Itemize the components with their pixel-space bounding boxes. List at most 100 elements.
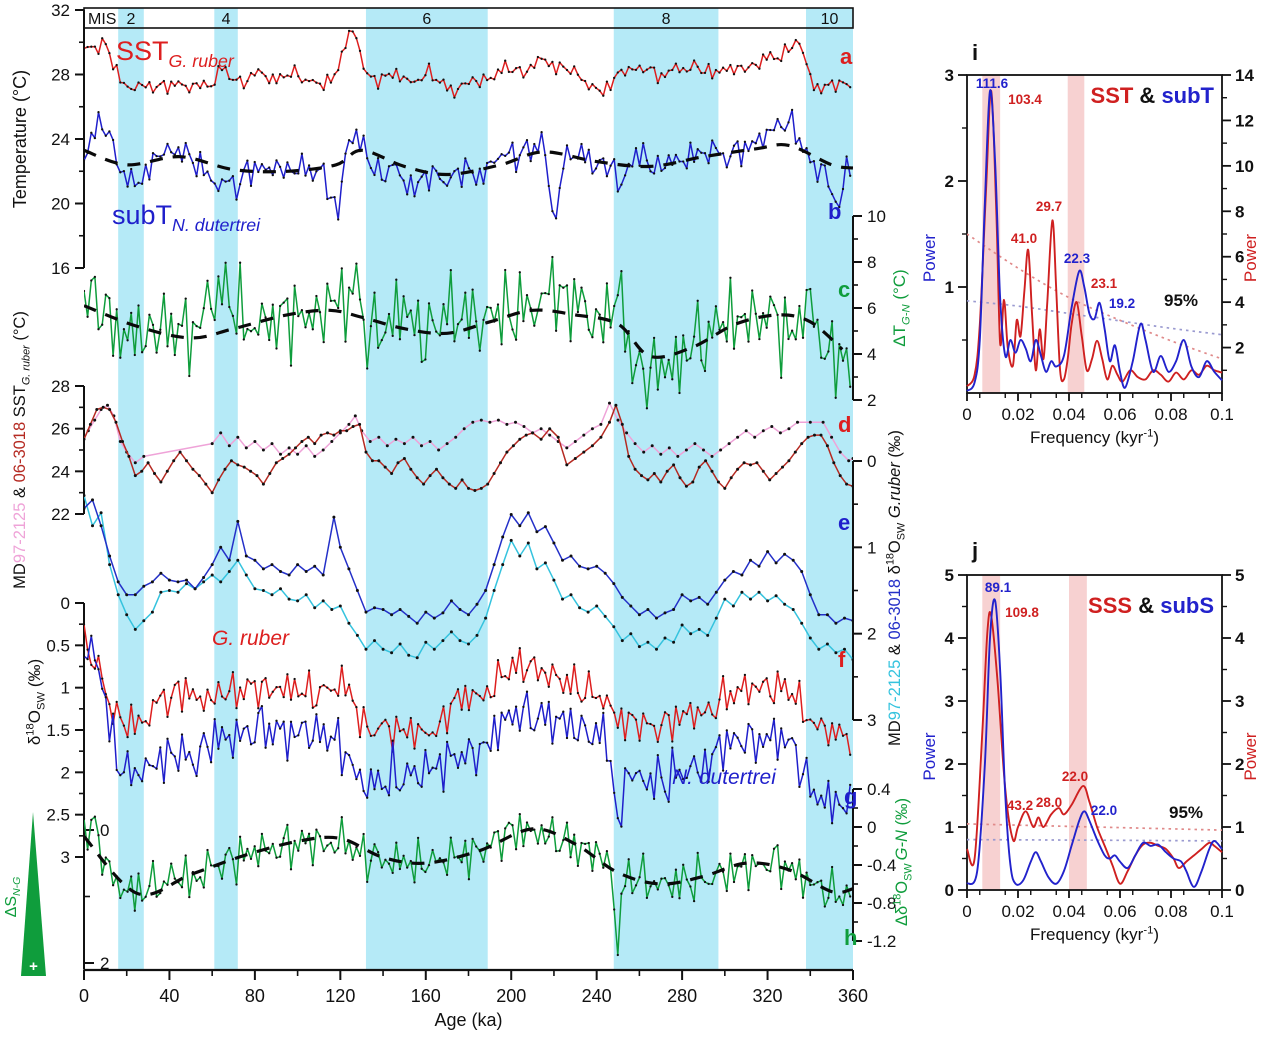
data-point: [347, 286, 351, 289]
data-point: [796, 420, 799, 424]
data-point: [616, 294, 619, 297]
data-point: [529, 63, 532, 67]
data-point: [130, 311, 133, 315]
data-point: [213, 717, 216, 721]
data-point: [813, 433, 816, 437]
data-point: [398, 174, 402, 177]
data-point: [209, 698, 213, 702]
data-point: [93, 667, 97, 670]
data-point: [558, 677, 561, 681]
data-point: [304, 842, 307, 845]
data-point: [812, 788, 816, 791]
data-point: [689, 632, 693, 636]
data-point: [195, 879, 198, 883]
data-point: [206, 279, 209, 282]
data-point: [594, 722, 598, 725]
data-point: [293, 839, 296, 843]
data-point: [289, 75, 293, 78]
data-point: [384, 785, 387, 788]
data-point: [427, 302, 431, 305]
data-point: [304, 695, 307, 698]
data-point: [428, 440, 432, 443]
data-point: [438, 177, 442, 181]
data-point: [558, 849, 561, 852]
data-point: [504, 827, 507, 830]
data-point: [140, 721, 144, 724]
data-point: [332, 433, 336, 437]
data-point: [583, 300, 587, 303]
data-point: [99, 524, 103, 528]
data-point: [223, 467, 227, 471]
data-point: [424, 610, 428, 614]
data-point: [253, 160, 256, 164]
axis-tick-label: 0.5: [46, 636, 70, 655]
data-point: [435, 169, 438, 172]
data-point: [402, 75, 405, 78]
data-point: [727, 442, 731, 446]
axis-tick-label: 0: [867, 452, 876, 471]
data-point: [432, 647, 436, 651]
data-point: [424, 870, 427, 874]
data-point: [420, 79, 423, 82]
data-point: [591, 83, 594, 86]
data-point: [458, 608, 462, 611]
data-point: [297, 734, 300, 737]
data-point: [268, 722, 271, 725]
data-point: [794, 743, 797, 747]
data-point: [381, 608, 385, 611]
data-point: [522, 680, 525, 684]
data-point: [321, 573, 325, 577]
data-point: [587, 740, 590, 743]
data-point: [663, 75, 667, 79]
data-point: [798, 679, 801, 683]
data-point: [603, 571, 607, 575]
data-point: [707, 320, 710, 323]
data-point: [747, 703, 750, 706]
data-point: [159, 746, 162, 749]
data-point: [424, 640, 428, 644]
data-point: [774, 561, 778, 565]
data-point: [780, 887, 783, 891]
data-point: [151, 91, 155, 94]
data-point: [217, 275, 220, 278]
data-point: [144, 86, 147, 89]
data-point: [834, 621, 838, 625]
data-point: [166, 142, 169, 146]
data-point: [825, 444, 829, 448]
data-point: [460, 750, 463, 754]
data-point: [264, 676, 267, 680]
data-point: [500, 71, 503, 75]
data-point: [369, 324, 373, 328]
data-point: [437, 448, 441, 452]
data-point: [573, 440, 577, 443]
data-point: [402, 295, 405, 298]
data-point: [539, 437, 543, 441]
data-point: [761, 429, 765, 433]
data-point: [84, 47, 86, 50]
panel-letter-b: b: [828, 199, 841, 224]
data-point: [711, 882, 714, 886]
data-point: [278, 855, 282, 858]
data-point: [445, 184, 449, 187]
peak-period-label: 109.8: [1005, 605, 1039, 620]
data-point: [224, 180, 227, 183]
data-point: [260, 302, 264, 305]
axis-tick-label: 26: [51, 420, 70, 439]
data-point: [202, 732, 205, 735]
data-point: [209, 85, 213, 88]
peak-period-label: 19.2: [1109, 296, 1135, 311]
data-point: [580, 286, 583, 289]
data-point: [246, 847, 249, 851]
data-point: [464, 291, 467, 294]
data-point: [827, 83, 830, 86]
data-point: [275, 347, 278, 350]
data-point: [489, 160, 492, 163]
peak-period-label: 22.0: [1091, 803, 1117, 818]
data-point: [106, 403, 109, 407]
data-point: [318, 82, 322, 85]
data-point: [413, 333, 416, 337]
data-point: [678, 160, 681, 163]
data-point: [260, 832, 264, 836]
data-point: [576, 739, 580, 742]
data-point: [656, 81, 659, 85]
